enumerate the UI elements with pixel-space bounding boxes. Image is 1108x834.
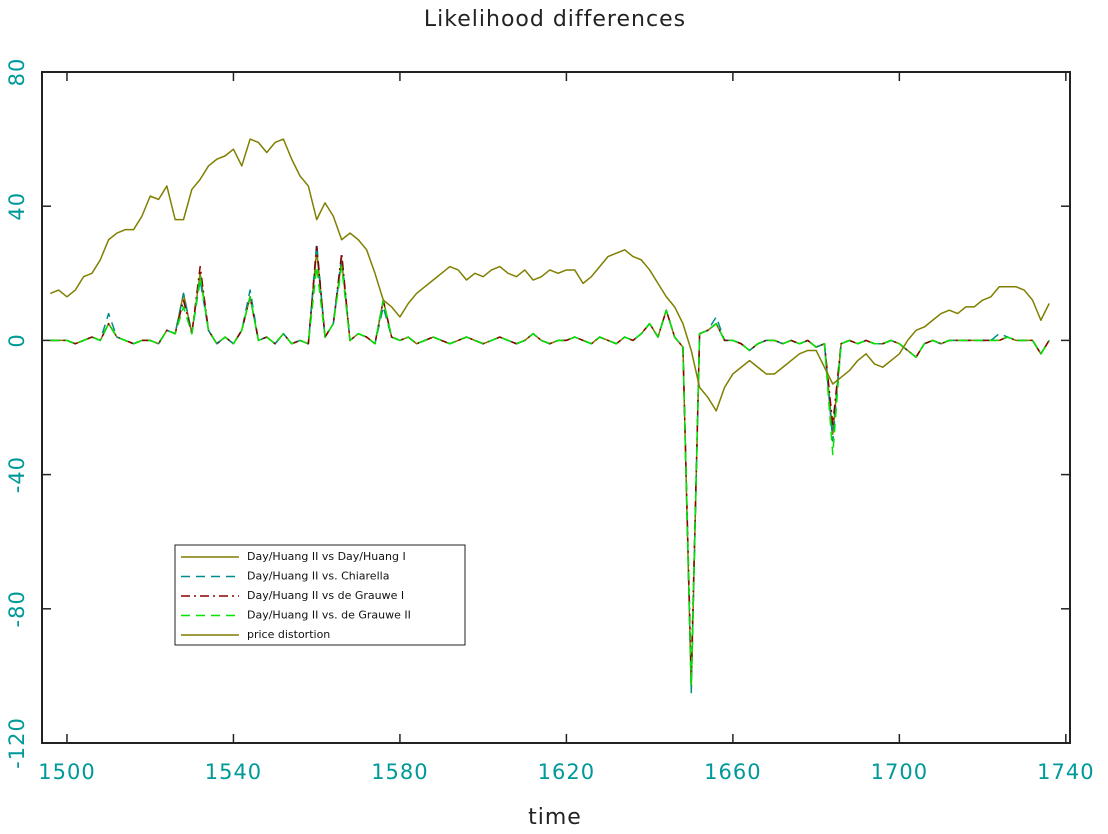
x-tick-label: 1540 <box>205 760 262 784</box>
y-tick-label: 40 <box>5 192 29 221</box>
legend-label: Day/Huang II vs Day/Huang I <box>247 550 406 563</box>
legend-label: Day/Huang II vs. de Grauwe II <box>247 609 411 622</box>
x-tick-label: 1620 <box>538 760 595 784</box>
legend-label: Day/Huang II vs. Chiarella <box>247 570 389 583</box>
x-axis-label: time <box>528 805 582 830</box>
x-tick-label: 1660 <box>704 760 761 784</box>
legend-label: Day/Huang II vs de Grauwe I <box>247 589 404 602</box>
y-tick-label: -80 <box>5 590 29 627</box>
data-line <box>50 242 1050 694</box>
legend-box <box>174 544 466 646</box>
chart-title: Likelihood differences <box>424 7 686 32</box>
x-tick-label: 1580 <box>371 760 428 784</box>
legend: Day/Huang II vs Day/Huang I Day/Huang II … <box>174 544 466 646</box>
plot-frame <box>41 71 1071 744</box>
x-tick-label: 1740 <box>1037 760 1094 784</box>
plot-area <box>50 138 1050 694</box>
y-tick-label: 0 <box>5 333 29 347</box>
y-tick-label: -40 <box>5 456 29 493</box>
y-tick-label: 80 <box>5 58 29 87</box>
data-line <box>50 245 1050 677</box>
y-tick-label: -120 <box>5 717 29 769</box>
legend-label: price distortion <box>247 628 330 641</box>
x-tick-label: 1500 <box>38 760 95 784</box>
x-tick-label: 1700 <box>871 760 928 784</box>
data-line <box>50 138 1050 412</box>
